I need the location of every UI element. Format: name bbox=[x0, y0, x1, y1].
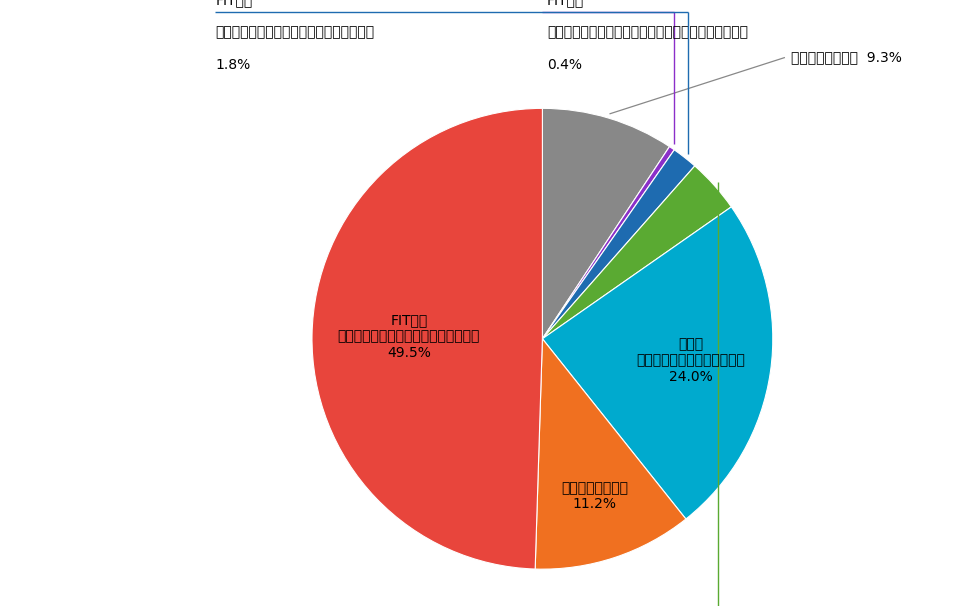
Text: （地熱：協和地建コンサルタント湯梨浜地熱発電所）: （地熱：協和地建コンサルタント湯梨浜地熱発電所） bbox=[547, 25, 748, 39]
Wedge shape bbox=[312, 108, 542, 569]
Wedge shape bbox=[542, 108, 669, 339]
Wedge shape bbox=[542, 207, 773, 519]
Text: 日本卸電力取引所  9.3%: 日本卸電力取引所 9.3% bbox=[791, 51, 902, 65]
Text: 0.4%: 0.4% bbox=[547, 58, 582, 72]
Wedge shape bbox=[535, 339, 685, 569]
Text: 廃棄物（非公表）
11.2%: 廃棄物（非公表） 11.2% bbox=[562, 481, 628, 511]
Text: 廃棄物
（米子市クリーンセンター）
24.0%: 廃棄物 （米子市クリーンセンター） 24.0% bbox=[636, 337, 745, 384]
Text: FIT電源: FIT電源 bbox=[215, 0, 252, 7]
Wedge shape bbox=[542, 150, 695, 339]
Text: FIT電源: FIT電源 bbox=[547, 0, 585, 7]
Text: FIT電源
（廃棄物：米子市クリーンセンター）
49.5%: FIT電源 （廃棄物：米子市クリーンセンター） 49.5% bbox=[338, 313, 480, 360]
Wedge shape bbox=[542, 166, 732, 339]
Text: 1.8%: 1.8% bbox=[215, 58, 251, 72]
Wedge shape bbox=[542, 147, 674, 339]
Text: （太陽光：中海テレビ放送太陽光発電所）: （太陽光：中海テレビ放送太陽光発電所） bbox=[215, 25, 374, 39]
